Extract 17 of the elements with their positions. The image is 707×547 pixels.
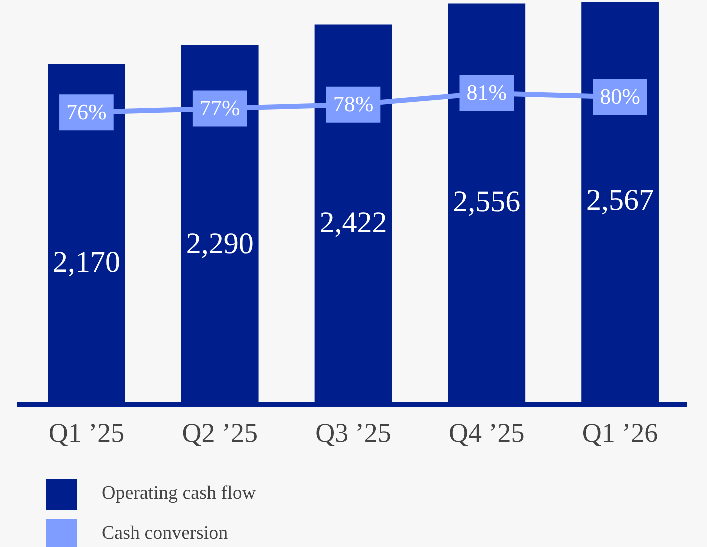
x-tick-label: Q1 ’25 [48, 418, 125, 448]
x-tick-label: Q3 ’25 [316, 418, 392, 448]
data-label: 2,422 [320, 206, 388, 240]
data-label: 76% [66, 99, 107, 124]
data-label: 80% [600, 84, 640, 109]
data-label: 81% [466, 80, 508, 106]
data-label: 2,170 [52, 246, 120, 280]
x-tick-label: Q2 ’25 [182, 418, 258, 448]
x-tick-label: Q1 ’26 [582, 418, 658, 448]
x-tick-label: Q4 ’25 [449, 418, 525, 448]
data-label: 2,567 [586, 184, 654, 217]
legend-label: Cash conversion [102, 523, 228, 545]
data-label: 2,556 [453, 186, 521, 219]
data-label: 2,290 [186, 227, 254, 260]
data-label: 78% [333, 92, 374, 117]
legend-label: Operating cash flow [102, 483, 256, 505]
data-label: 77% [200, 96, 240, 121]
